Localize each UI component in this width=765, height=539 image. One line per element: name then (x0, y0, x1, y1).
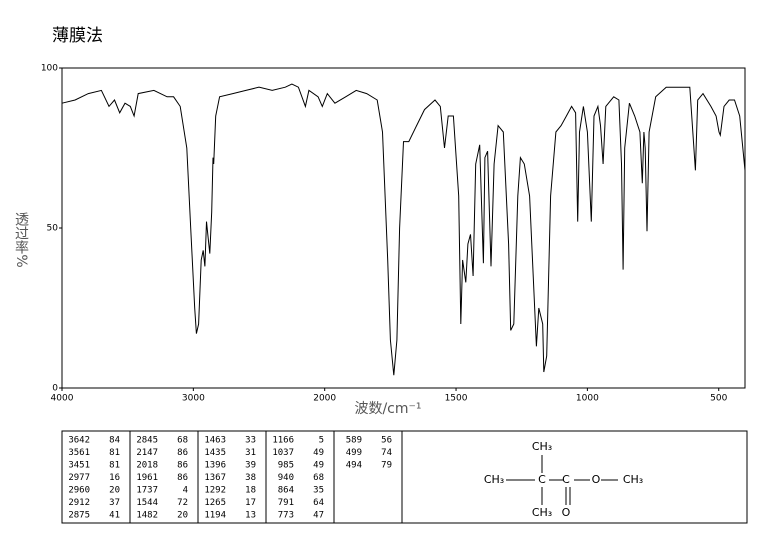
peak-transmittance: 56 (381, 436, 392, 446)
plot-frame (61, 67, 746, 389)
atom-label: CH₃ (532, 440, 552, 453)
peak-transmittance: 20 (109, 486, 120, 496)
atom-label: O (592, 473, 601, 486)
peak-wavenumber: 1482 (136, 511, 158, 521)
atom-label: CH₃ (623, 473, 643, 486)
peak-transmittance: 68 (177, 436, 188, 446)
peak-wavenumber: 791 (278, 498, 294, 508)
x-tick-label: 1500 (445, 394, 468, 404)
atom-label: CH₃ (484, 473, 504, 486)
peak-transmittance: 47 (313, 511, 324, 521)
x-tick-label: 4000 (51, 394, 74, 404)
atom-label: O (562, 506, 571, 519)
peak-transmittance: 68 (313, 473, 324, 483)
peak-wavenumber: 2845 (136, 436, 158, 446)
atom-label: C (562, 473, 570, 486)
peak-transmittance: 17 (245, 498, 256, 508)
peak-wavenumber: 2147 (136, 448, 158, 458)
x-tick-label: 2000 (313, 394, 336, 404)
peak-transmittance: 84 (109, 436, 120, 446)
peak-wavenumber: 1292 (204, 486, 226, 496)
peak-transmittance: 16 (109, 473, 120, 483)
peak-wavenumber: 499 (346, 448, 362, 458)
peak-transmittance: 39 (245, 461, 256, 471)
peak-wavenumber: 3642 (68, 436, 90, 446)
y-tick-label: 100 (41, 64, 58, 74)
peak-wavenumber: 2875 (68, 511, 90, 521)
peak-transmittance: 49 (313, 461, 324, 471)
atom-label: CH₃ (532, 506, 552, 519)
structure-bonds (506, 455, 618, 505)
peak-wavenumber: 589 (346, 436, 362, 446)
peak-wavenumber: 494 (346, 461, 362, 471)
peak-transmittance: 86 (177, 461, 188, 471)
peak-transmittance: 33 (245, 436, 256, 446)
peak-wavenumber: 1544 (136, 498, 158, 508)
atom-label: C (538, 473, 546, 486)
peak-transmittance: 79 (381, 461, 392, 471)
spectrum-line (61, 83, 746, 376)
peak-wavenumber: 1194 (204, 511, 226, 521)
peak-transmittance: 41 (109, 511, 120, 521)
peak-transmittance: 86 (177, 448, 188, 458)
y-tick-label: 50 (47, 224, 59, 234)
peak-wavenumber: 2960 (68, 486, 90, 496)
x-tick-label: 500 (710, 394, 727, 404)
peak-wavenumber: 1265 (204, 498, 226, 508)
peak-table (61, 430, 748, 524)
peak-wavenumber: 773 (278, 511, 294, 521)
peak-wavenumber: 940 (278, 473, 294, 483)
peak-transmittance: 81 (109, 461, 120, 471)
peak-wavenumber: 1737 (136, 486, 158, 496)
x-tick-label: 3000 (182, 394, 205, 404)
peak-wavenumber: 2912 (68, 498, 90, 508)
peak-transmittance: 86 (177, 473, 188, 483)
peak-transmittance: 31 (245, 448, 256, 458)
peak-wavenumber: 985 (278, 461, 294, 471)
peak-wavenumber: 1037 (272, 448, 294, 458)
peak-wavenumber: 1166 (272, 436, 294, 446)
peak-wavenumber: 2977 (68, 473, 90, 483)
peak-transmittance: 64 (313, 498, 324, 508)
peak-transmittance: 18 (245, 486, 256, 496)
peak-wavenumber: 2018 (136, 461, 158, 471)
y-axis-label: 透过率% (13, 212, 29, 267)
x-tick-label: 1000 (576, 394, 599, 404)
peak-transmittance: 72 (177, 498, 188, 508)
peak-wavenumber: 1961 (136, 473, 158, 483)
peak-wavenumber: 3451 (68, 461, 90, 471)
peak-transmittance: 5 (319, 436, 324, 446)
peak-transmittance: 74 (381, 448, 392, 458)
peak-wavenumber: 3561 (68, 448, 90, 458)
peak-wavenumber: 1463 (204, 436, 226, 446)
peak-transmittance: 20 (177, 511, 188, 521)
peak-transmittance: 38 (245, 473, 256, 483)
chart-title: 薄膜法 (52, 26, 103, 46)
y-tick-label: 0 (52, 384, 58, 394)
peak-transmittance: 4 (183, 486, 188, 496)
peak-transmittance: 13 (245, 511, 256, 521)
peak-transmittance: 35 (313, 486, 324, 496)
peak-wavenumber: 1396 (204, 461, 226, 471)
peak-wavenumber: 864 (278, 486, 294, 496)
peak-transmittance: 81 (109, 448, 120, 458)
peak-transmittance: 49 (313, 448, 324, 458)
peak-transmittance: 37 (109, 498, 120, 508)
x-axis-label: 波数/cm⁻¹ (354, 401, 421, 417)
peak-wavenumber: 1435 (204, 448, 226, 458)
peak-wavenumber: 1367 (204, 473, 226, 483)
